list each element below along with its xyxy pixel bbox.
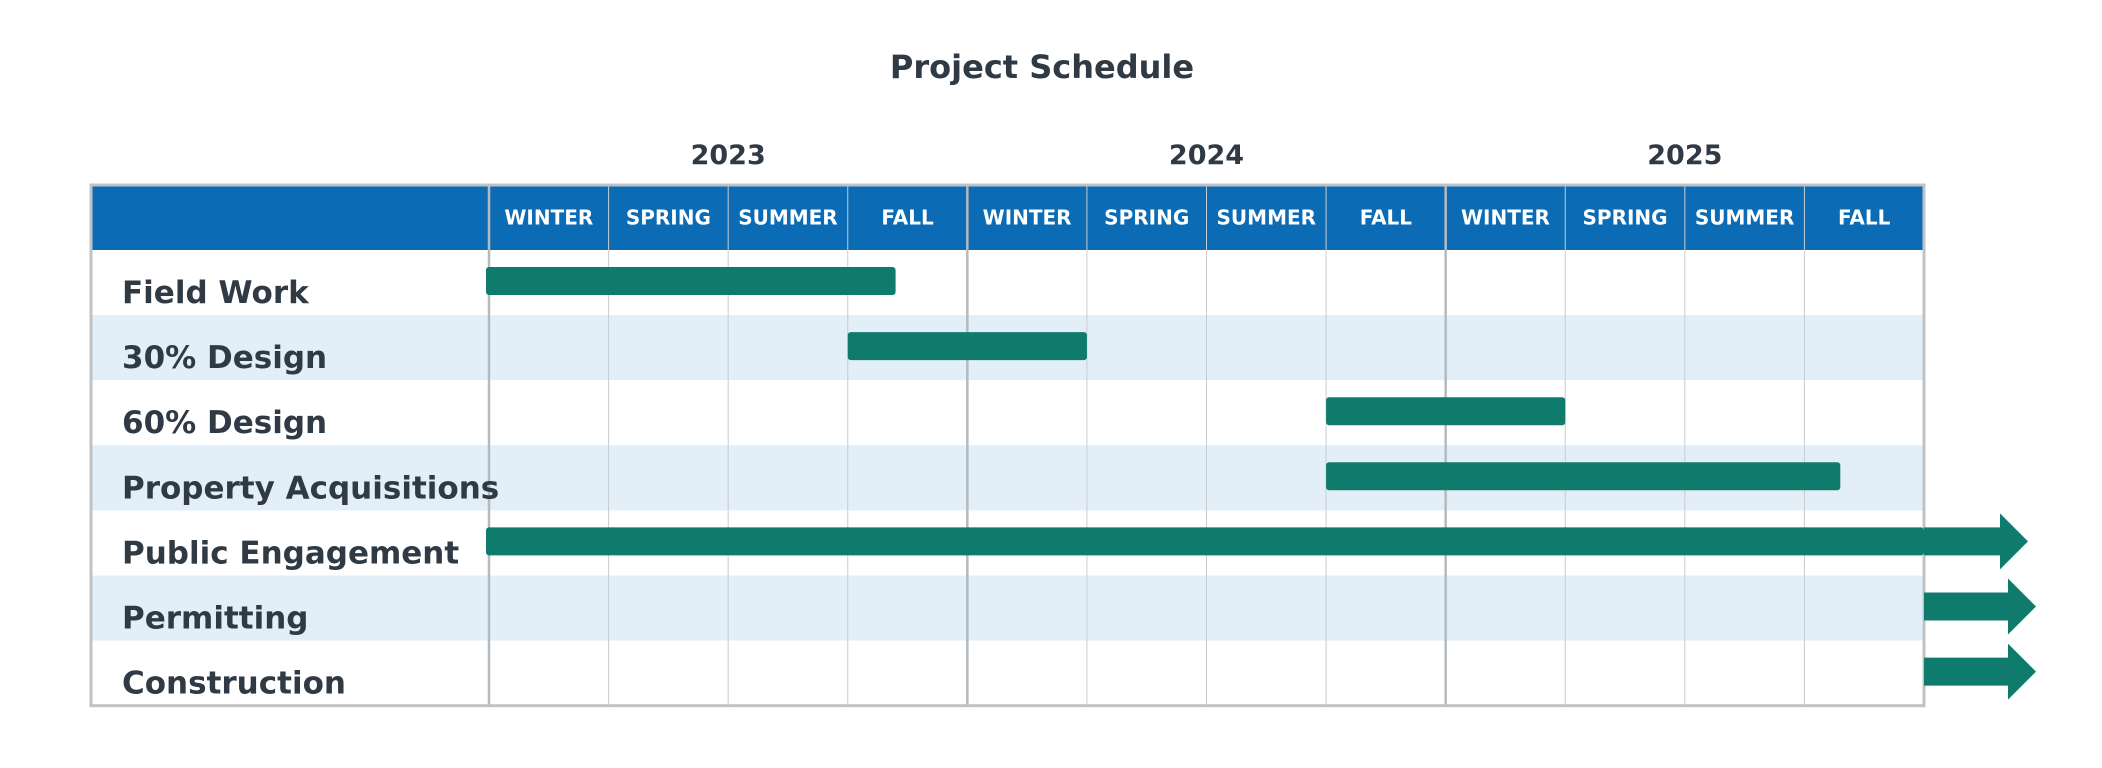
task-label: 60% Design (122, 405, 327, 441)
task-label: 30% Design (122, 340, 327, 376)
season-label: SPRING (1104, 206, 1189, 230)
header-bar (91, 185, 1924, 250)
season-label: WINTER (983, 206, 1072, 230)
season-label: SUMMER (738, 206, 838, 230)
year-label: 2023 (691, 140, 766, 171)
task-label: Public Engagement (122, 535, 459, 571)
season-header: WINTER SPRING SUMMER FALL WINTER SPRING SUMMER… (91, 185, 1924, 250)
chart-title: Project Schedule (890, 48, 1194, 86)
task-label: Property Acquisitions (122, 470, 499, 506)
row-band (91, 575, 1924, 641)
task-bars (486, 267, 2036, 700)
task-label: Construction (122, 666, 346, 702)
grid-lines (89, 183, 1926, 708)
season-label: FALL (1360, 206, 1413, 230)
task-bar (1326, 397, 1566, 426)
task-bar (486, 267, 896, 295)
season-label: WINTER (1461, 206, 1550, 230)
continuation-arrow (1924, 513, 2028, 570)
season-label: SPRING (626, 206, 711, 230)
task-labels: Field Work 30% Design 60% Design Property A… (122, 275, 499, 702)
season-label: SUMMER (1695, 206, 1795, 230)
season-label: FALL (881, 206, 934, 230)
season-label: WINTER (504, 206, 593, 230)
year-label: 2024 (1169, 140, 1244, 171)
task-label: Field Work (122, 275, 310, 311)
continuation-arrow (1924, 643, 2036, 700)
year-label: 2025 (1647, 140, 1722, 171)
season-label: SPRING (1583, 206, 1668, 230)
year-labels: 2023 2024 2025 (691, 140, 1723, 171)
task-label: Permitting (122, 601, 308, 637)
season-label: FALL (1838, 206, 1891, 230)
task-bar (847, 332, 1087, 361)
task-bar (1326, 462, 1841, 491)
task-bar (486, 527, 1924, 556)
continuation-arrow (1924, 578, 2036, 635)
table-border (89, 183, 1926, 708)
season-label: SUMMER (1217, 206, 1317, 230)
